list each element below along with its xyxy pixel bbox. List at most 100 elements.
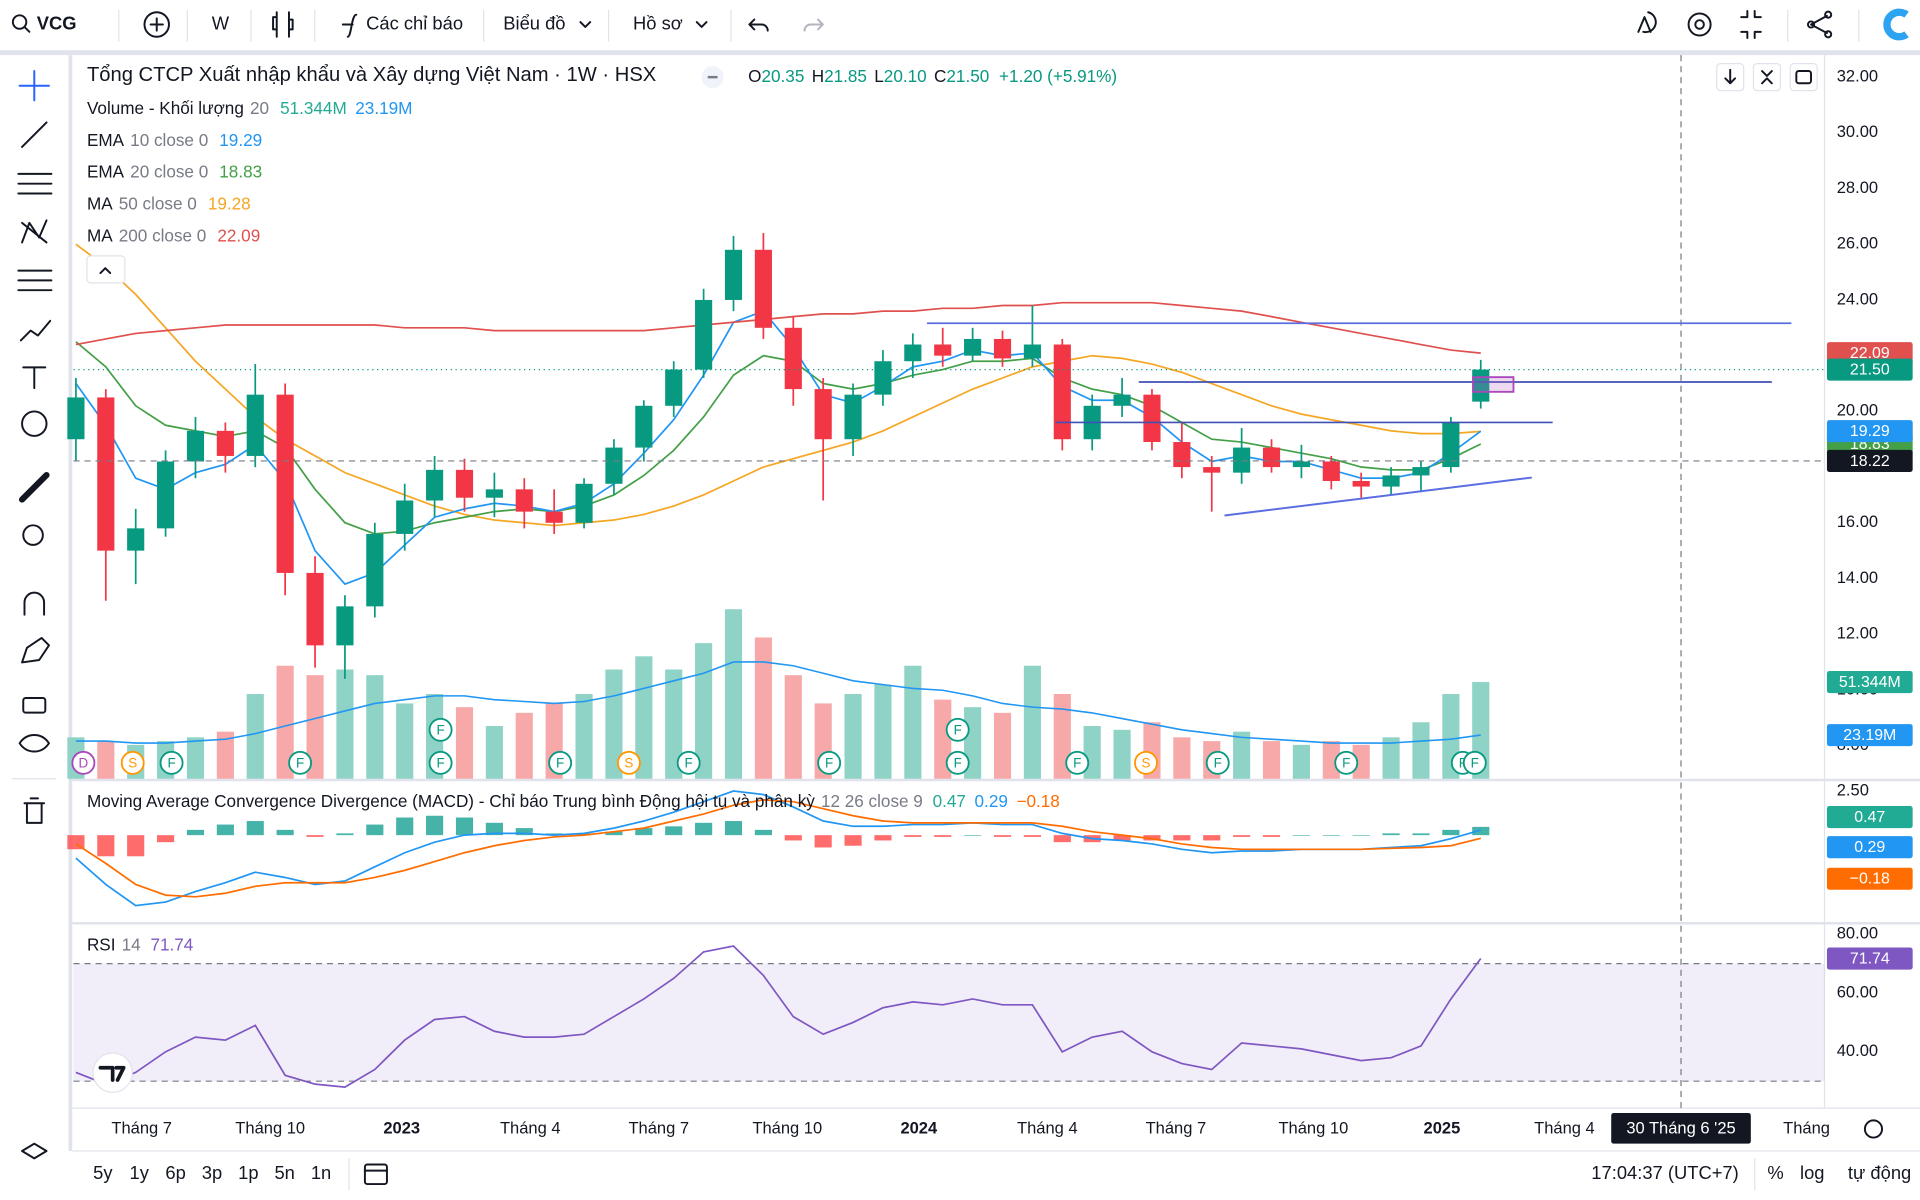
crosshair-tool[interactable] (18, 70, 50, 102)
ohlc-label: O (748, 66, 761, 86)
macd-histogram-bar (1053, 835, 1071, 843)
indicators-button[interactable]: Các chỉ báo (341, 12, 463, 38)
range-button[interactable]: 1y (130, 1162, 150, 1183)
candle-body (665, 369, 683, 406)
range-button[interactable]: 1p (238, 1162, 258, 1183)
macd-histogram-bar (276, 829, 294, 836)
legend-row: MA 200 close 0 22.09 (87, 225, 260, 245)
symbol-search[interactable]: VCG (11, 12, 77, 33)
event-marker (1462, 750, 1487, 775)
candle-body (1203, 467, 1221, 473)
bottom-bar: 17:04:37 (UTC+7) % log tự động 5y 1y 6p 3p 1… (93, 1158, 1911, 1191)
pane-controls (86, 63, 1884, 1139)
event-marker (616, 750, 641, 775)
indicator-value: −0.18 (1016, 791, 1059, 811)
macd-histogram-badge: 0.47 (1854, 809, 1885, 826)
volume-bar (396, 703, 414, 779)
delete-tool[interactable] (23, 797, 46, 824)
hide-tool[interactable] (18, 734, 50, 753)
magnet-tool[interactable] (23, 591, 46, 616)
indicator-name: Volume - Khối lượng (87, 98, 244, 118)
auto-toggle[interactable]: tự động (1848, 1162, 1911, 1183)
candle-body (1292, 461, 1310, 468)
candle-body (724, 249, 743, 300)
share-dot (1806, 20, 1816, 29)
time-tick-label: Tháng 4 (500, 1118, 561, 1137)
profile-menu[interactable]: Hồ sơ (633, 12, 708, 33)
projection-tool[interactable] (17, 269, 53, 292)
macd-histogram-bar (336, 833, 354, 836)
range-button[interactable]: 5n (274, 1162, 294, 1183)
clock[interactable]: 17:04:37 (UTC+7) (1591, 1162, 1738, 1183)
indicator-value: 71.74 (150, 934, 193, 954)
settings-button[interactable] (1687, 12, 1712, 37)
macd-histogram-bar (605, 831, 623, 836)
ohlc-label: H (812, 66, 824, 86)
range-button[interactable]: 5y (93, 1162, 113, 1183)
lock-tool[interactable] (22, 696, 47, 714)
indicator-params: 20 (250, 98, 269, 118)
event-marker-label: F (954, 756, 962, 771)
axis-settings-button[interactable] (1863, 1119, 1884, 1139)
event-marker-label: F (296, 756, 304, 771)
last-price-badge-bg (1826, 358, 1913, 381)
indicator-line (75, 301, 1481, 354)
pane-button[interactable] (1789, 63, 1818, 92)
measure-tool[interactable] (18, 472, 50, 503)
percent-toggle[interactable]: % (1767, 1162, 1783, 1183)
volume-bar (844, 694, 862, 779)
text-tool[interactable] (22, 366, 47, 390)
fib-tool[interactable] (17, 172, 53, 195)
object-tree-button[interactable] (21, 1142, 48, 1160)
alert-button[interactable] (1637, 11, 1657, 34)
macd-histogram-bar (814, 835, 832, 848)
chart-style-button[interactable] (272, 11, 294, 38)
range-button[interactable]: 1n (311, 1162, 331, 1183)
drawing-mode-tool[interactable] (21, 636, 50, 664)
candle-body (1442, 422, 1460, 468)
rsi-tick-label: 60.00 (1837, 982, 1878, 1001)
event-marker (428, 717, 453, 742)
candle-body (784, 327, 802, 390)
indicator-name: EMA (87, 161, 125, 181)
emoji-tool[interactable] (21, 410, 48, 437)
app-logo[interactable] (1883, 8, 1909, 41)
pane-down-icon (1724, 68, 1737, 85)
price-tick-label: 28.00 (1837, 178, 1878, 197)
interval[interactable]: W (212, 12, 230, 33)
last-price-badge: 21.50 (1850, 361, 1890, 378)
time-tick-label: Tháng 7 (111, 1118, 172, 1137)
redo-button[interactable] (803, 18, 824, 32)
date-range-button[interactable] (363, 1163, 388, 1186)
chart-type-menu[interactable]: Biểu đồ (503, 12, 592, 33)
volume-bar (1023, 665, 1041, 779)
event-marker-label: F (825, 756, 833, 771)
macd-histogram-bar (784, 835, 802, 841)
time-tick-label: Tháng 7 (1146, 1118, 1207, 1137)
compare-button[interactable] (143, 11, 170, 38)
price-tick-label: 32.00 (1837, 66, 1878, 85)
range-button[interactable]: 3p (202, 1162, 222, 1183)
brush-tool[interactable] (19, 319, 52, 342)
pattern-tool[interactable] (21, 219, 48, 244)
price-tick-label: 24.00 (1837, 289, 1878, 308)
event-marker-label: D (79, 756, 89, 771)
fx-icon (341, 13, 358, 38)
price-tick-label: 16.00 (1837, 512, 1878, 531)
macd-histogram-bar (157, 835, 175, 843)
volume-bar (993, 712, 1012, 779)
log-toggle[interactable]: log (1800, 1162, 1825, 1183)
zoom-tool[interactable] (22, 524, 44, 546)
range-button[interactable]: 6p (165, 1162, 185, 1183)
pane-button[interactable] (1752, 63, 1782, 92)
fullscreen-button[interactable] (1740, 10, 1762, 39)
event-marker (1134, 750, 1158, 775)
macd-histogram-bar (426, 815, 444, 836)
trendline-tool[interactable] (21, 121, 48, 148)
pane-separator (72, 778, 1920, 782)
volume-bar (904, 665, 922, 779)
event-marker (817, 750, 842, 775)
undo-button[interactable] (748, 18, 769, 32)
rectangle[interactable] (1472, 376, 1515, 393)
trend-line[interactable] (1224, 476, 1532, 517)
